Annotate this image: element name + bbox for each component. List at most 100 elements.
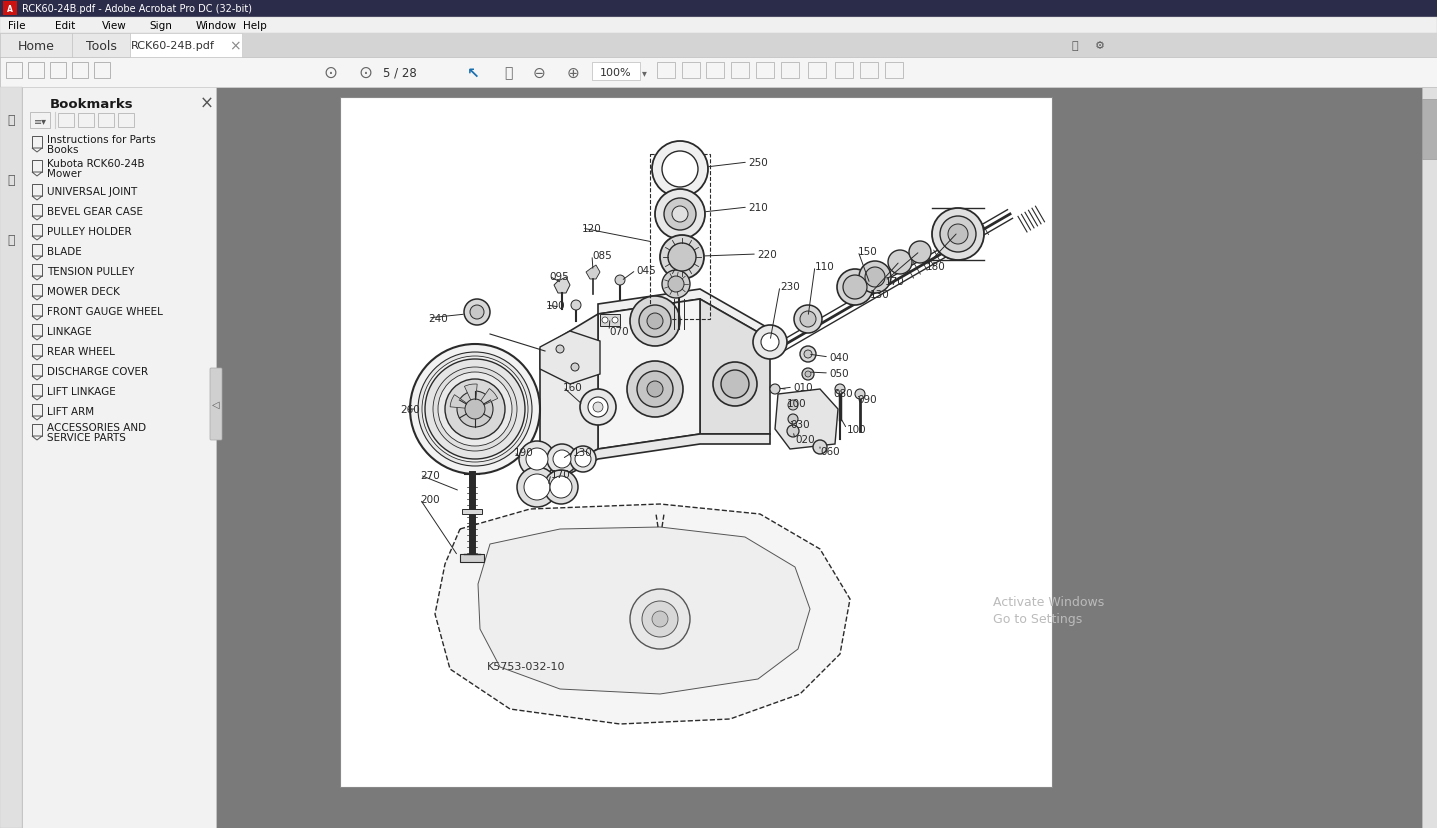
Text: 100: 100	[846, 425, 867, 435]
Text: 130: 130	[869, 290, 890, 300]
Text: ×: ×	[228, 39, 241, 53]
Text: Books: Books	[47, 145, 79, 155]
Bar	[32, 344, 42, 357]
Circle shape	[668, 243, 696, 272]
Text: Home: Home	[17, 40, 55, 52]
Bar	[98, 114, 114, 128]
Text: Help: Help	[243, 21, 267, 31]
Text: ≡▾: ≡▾	[33, 116, 46, 126]
Text: Sign: Sign	[149, 21, 172, 31]
Polygon shape	[586, 266, 601, 280]
Bar	[32, 205, 42, 217]
Bar	[27, 63, 45, 79]
Circle shape	[753, 325, 787, 359]
Bar	[72, 34, 129, 58]
Text: 100: 100	[546, 301, 566, 310]
Bar	[808, 63, 826, 79]
Circle shape	[612, 318, 618, 324]
Circle shape	[652, 611, 668, 628]
Polygon shape	[598, 290, 770, 339]
Polygon shape	[540, 435, 770, 489]
Bar	[32, 265, 42, 277]
Text: ACCESSORIES AND: ACCESSORIES AND	[47, 422, 147, 432]
Circle shape	[813, 440, 828, 455]
Circle shape	[570, 301, 581, 310]
FancyBboxPatch shape	[210, 368, 221, 440]
Circle shape	[470, 306, 484, 320]
Text: Window: Window	[195, 21, 237, 31]
Text: DISCHARGE COVER: DISCHARGE COVER	[47, 367, 148, 377]
Text: 230: 230	[780, 282, 800, 291]
Bar	[657, 63, 675, 79]
Circle shape	[803, 350, 812, 359]
Circle shape	[662, 152, 698, 188]
Text: REAR WHEEL: REAR WHEEL	[47, 347, 115, 357]
Circle shape	[800, 347, 816, 363]
Text: TENSION PULLEY: TENSION PULLEY	[47, 267, 135, 277]
Circle shape	[647, 314, 662, 330]
Polygon shape	[32, 237, 42, 241]
Circle shape	[425, 359, 525, 460]
Bar	[0, 88, 22, 828]
Bar	[22, 88, 216, 828]
Circle shape	[526, 449, 547, 470]
Circle shape	[787, 415, 798, 425]
Text: ⊙: ⊙	[323, 64, 336, 82]
Text: 110: 110	[815, 262, 835, 272]
Bar	[129, 34, 241, 58]
Circle shape	[859, 262, 891, 294]
Text: ✋: ✋	[504, 66, 512, 80]
Bar	[32, 161, 42, 173]
Bar	[835, 63, 854, 79]
Circle shape	[545, 470, 578, 504]
Circle shape	[673, 207, 688, 223]
Circle shape	[629, 296, 680, 347]
Text: FRONT GAUGE WHEEL: FRONT GAUGE WHEEL	[47, 306, 162, 316]
Bar	[72, 63, 88, 79]
Polygon shape	[700, 300, 770, 435]
Text: 220: 220	[757, 250, 777, 260]
Wedge shape	[450, 395, 476, 410]
Wedge shape	[464, 384, 477, 410]
Circle shape	[464, 300, 490, 325]
Bar	[32, 185, 42, 197]
Polygon shape	[479, 527, 810, 694]
Text: Activate Windows: Activate Windows	[993, 596, 1104, 609]
Polygon shape	[32, 257, 42, 261]
Text: K5753-032-10: K5753-032-10	[487, 662, 566, 672]
Bar	[592, 63, 639, 81]
Circle shape	[836, 270, 874, 306]
Circle shape	[418, 353, 532, 466]
Polygon shape	[32, 436, 42, 440]
Bar	[460, 554, 484, 562]
Circle shape	[629, 590, 690, 649]
Polygon shape	[32, 173, 42, 177]
Text: 200: 200	[420, 494, 440, 504]
Circle shape	[855, 389, 865, 400]
Text: MOWER DECK: MOWER DECK	[47, 286, 119, 296]
Bar	[93, 63, 111, 79]
Circle shape	[637, 372, 673, 407]
Bar	[32, 325, 42, 337]
Text: 080: 080	[833, 388, 852, 398]
Circle shape	[525, 474, 550, 500]
Text: 050: 050	[829, 368, 849, 378]
Circle shape	[602, 318, 608, 324]
Polygon shape	[32, 337, 42, 340]
Text: BLADE: BLADE	[47, 247, 82, 257]
Text: ◁: ◁	[213, 400, 220, 410]
Text: 📎: 📎	[7, 233, 14, 246]
Circle shape	[556, 345, 563, 354]
Text: ×: ×	[200, 95, 214, 113]
Text: Tools: Tools	[86, 40, 116, 52]
Polygon shape	[540, 315, 598, 479]
Text: 170: 170	[550, 469, 570, 479]
Text: 020: 020	[795, 435, 815, 445]
Bar	[0, 58, 1437, 88]
Text: 5 / 28: 5 / 28	[384, 66, 417, 79]
Text: 270: 270	[420, 470, 440, 480]
Text: Edit: Edit	[55, 21, 75, 31]
Polygon shape	[32, 416, 42, 421]
Bar	[885, 63, 902, 79]
Polygon shape	[32, 377, 42, 381]
